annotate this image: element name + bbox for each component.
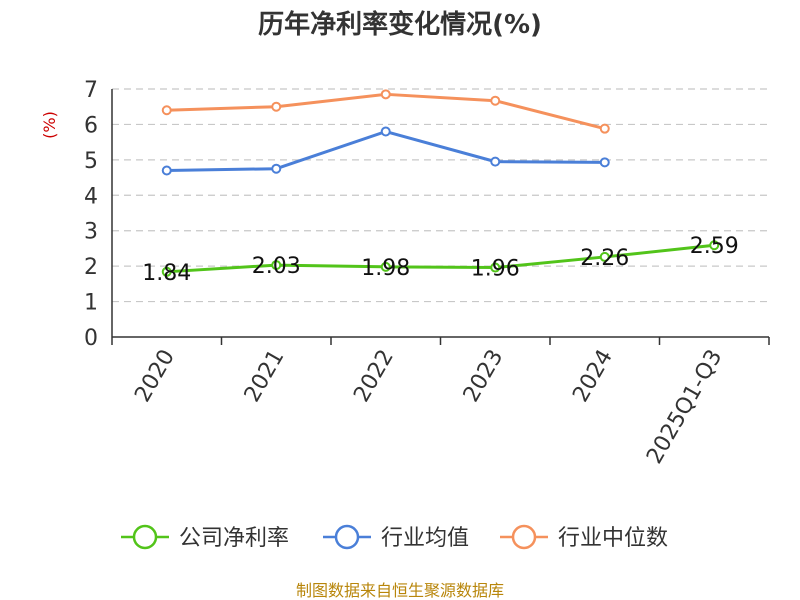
data-point <box>161 266 172 277</box>
data-label: 2.26 <box>580 246 629 271</box>
y-tick-label: 7 <box>84 78 98 103</box>
series-0 <box>161 240 720 277</box>
data-label: 1.84 <box>142 261 191 286</box>
y-axis-label: (%) <box>40 111 59 139</box>
data-point <box>599 123 610 134</box>
data-label: 2.59 <box>690 234 739 259</box>
legend-item: 公司净利率 <box>121 524 289 551</box>
legend-label: 行业均值 <box>381 526 469 551</box>
x-tick-label: 2025Q1-Q3 <box>642 346 727 469</box>
legend: 公司净利率 行业均值 行业中位数 <box>121 524 668 551</box>
legend-marker <box>511 524 537 550</box>
data-point <box>490 95 501 106</box>
x-tick-label: 2024 <box>568 346 618 407</box>
data-point <box>271 101 282 112</box>
legend-item: 行业均值 <box>323 524 469 551</box>
data-point <box>599 157 610 168</box>
series-line <box>166 243 715 274</box>
data-point <box>599 251 610 262</box>
y-tick-label: 4 <box>84 184 98 209</box>
y-tick-label: 0 <box>84 326 98 351</box>
data-point <box>161 105 172 116</box>
series-1 <box>161 126 610 176</box>
x-tick-label: 2022 <box>349 346 399 407</box>
y-tick-label: 3 <box>84 220 98 245</box>
source-note: 制图数据来自恒生聚源数据库 <box>296 581 504 600</box>
data-point <box>490 156 501 167</box>
data-point <box>380 89 391 100</box>
legend-marker <box>334 524 360 550</box>
y-tick-label: 1 <box>84 291 98 316</box>
y-tick-label: 6 <box>84 113 98 138</box>
x-tick-label: 2023 <box>459 346 509 407</box>
series-line <box>166 92 606 131</box>
series-2 <box>161 89 610 134</box>
x-tick-label: 2021 <box>240 346 290 407</box>
data-point <box>271 163 282 174</box>
series-layer <box>161 89 720 277</box>
series-line <box>166 130 605 172</box>
data-point <box>380 261 391 272</box>
data-point <box>709 240 720 251</box>
legend-item: 行业中位数 <box>500 524 668 551</box>
data-label: 1.98 <box>361 256 410 281</box>
x-tick-label: 2020 <box>130 346 180 407</box>
chart-title: 历年净利率变化情况(%) <box>258 9 542 40</box>
legend-label: 公司净利率 <box>179 526 289 551</box>
data-label: 2.03 <box>252 254 301 279</box>
data-labels: 1.84 2.03 1.98 1.96 2.26 2.59 <box>142 234 738 286</box>
data-point <box>161 165 172 176</box>
y-tick-label: 2 <box>84 255 98 280</box>
legend-label: 行业中位数 <box>558 526 668 551</box>
data-point <box>490 262 501 273</box>
data-point <box>271 260 282 271</box>
legend-marker <box>132 524 158 550</box>
data-point <box>380 126 391 137</box>
data-label: 1.96 <box>471 257 520 282</box>
y-tick-label: 5 <box>84 149 98 174</box>
